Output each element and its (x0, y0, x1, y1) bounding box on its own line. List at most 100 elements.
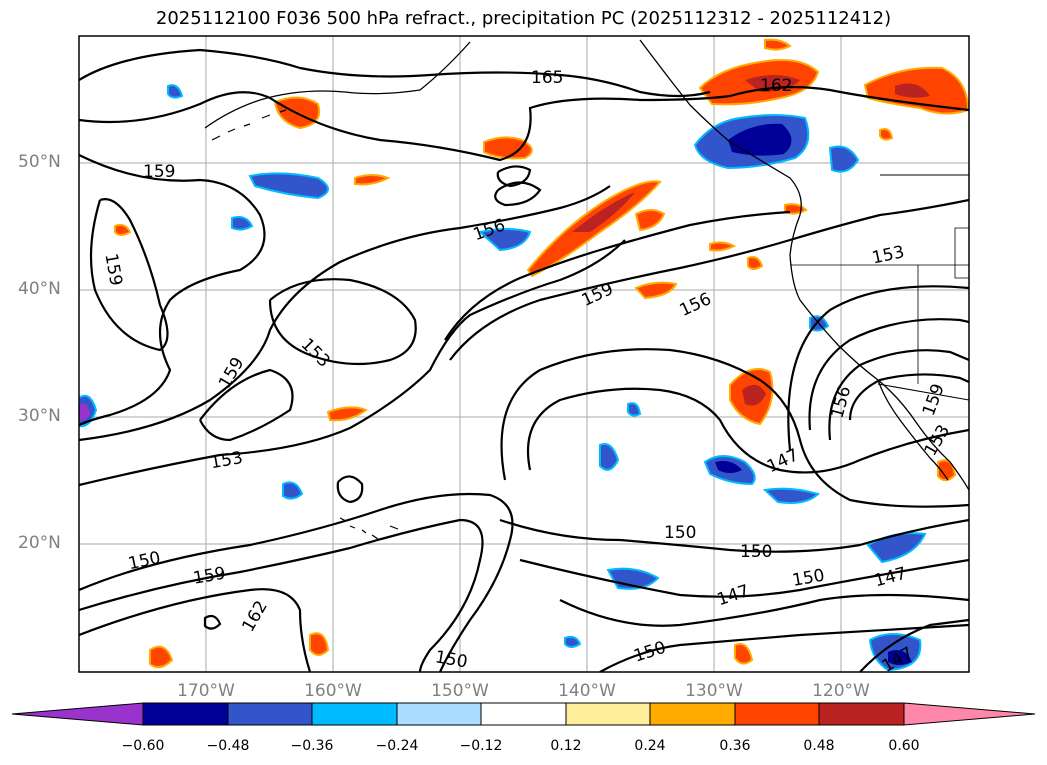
contour-159 (79, 154, 266, 427)
lon-label: 160°W (304, 681, 362, 701)
precip-area-positive (742, 384, 766, 406)
coastlines (204, 39, 969, 540)
contour-162 (79, 85, 969, 162)
colorbar-tick-label: −0.24 (375, 738, 419, 754)
map-frame (78, 35, 970, 673)
contour-147-south (519, 558, 969, 598)
precip-positive-areas (114, 38, 969, 669)
precip-area-positive (709, 241, 737, 252)
lon-label: 120°W (812, 681, 870, 701)
contour-low-ring3 (848, 373, 969, 421)
precip-area-negative (564, 635, 582, 648)
colorbar-segment (396, 702, 482, 726)
contour-label: 150 (740, 542, 772, 562)
precip-area-positive (895, 83, 930, 98)
precip-area-negative (627, 402, 642, 417)
contour-162-southwest (79, 588, 312, 672)
colorbar-tick-label: 0.12 (550, 738, 582, 754)
precip-area-negative (715, 461, 742, 473)
contour-150-southwest (79, 492, 514, 672)
lat-label: 30°N (18, 406, 61, 426)
precip-area-positive (572, 192, 635, 232)
contour-150-south (499, 518, 969, 553)
aleutian-islands (211, 109, 287, 141)
contour-165 (79, 48, 711, 98)
baja-california (877, 379, 949, 481)
contour-label: 150 (664, 523, 696, 543)
contour-label: 165 (531, 68, 563, 88)
contour-small-loop-north (496, 165, 532, 188)
colorbar-tick-label: −0.60 (121, 738, 165, 754)
precip-area-positive (879, 128, 894, 141)
contour-159-mid (444, 210, 791, 341)
colorbar-extend-min (11, 702, 144, 726)
coastline-alaska (204, 41, 471, 129)
refractivity-contours (79, 48, 969, 672)
colorbar-tick-label: 0.36 (719, 738, 751, 754)
precip-area-positive (764, 38, 792, 51)
lat-label: 40°N (18, 279, 61, 299)
precip-area-negative (248, 172, 329, 200)
precip-area-positive (309, 632, 330, 656)
colorbar-tick-label: 0.24 (634, 738, 666, 754)
lon-label: 140°W (558, 681, 616, 701)
precip-area-positive (634, 209, 666, 232)
contour-156 (79, 185, 611, 442)
precip-area-positive (747, 256, 764, 270)
lon-label: 150°W (431, 681, 489, 701)
colorbar (11, 702, 1036, 726)
colorbar-segment (311, 702, 398, 726)
colorbar-segment (142, 702, 229, 726)
map-title: 2025112100 F036 500 hPa refract., precip… (155, 8, 892, 29)
border-us-mexico (877, 383, 969, 401)
contour-label: 162 (760, 76, 792, 96)
precip-area-positive (326, 406, 369, 422)
border-states (790, 227, 969, 384)
colorbar-extend-max (903, 702, 1036, 726)
contour-low-ring1 (808, 318, 969, 431)
precip-area-positive (354, 174, 391, 186)
contour-small-loop-south (203, 614, 222, 630)
colorbar-segment (480, 702, 567, 726)
contour-153-loop (268, 278, 417, 366)
lon-label: 130°W (685, 681, 743, 701)
contour-159-south (199, 368, 294, 442)
colorbar-segment (818, 702, 905, 726)
colorbar-segment (227, 702, 313, 726)
precip-area-positive (114, 223, 132, 236)
precip-area-negative (828, 145, 860, 173)
coastline-pacific-northwest (789, 214, 969, 491)
contour-150 (500, 348, 969, 508)
colorbar-tick-label: 0.60 (888, 738, 920, 754)
precip-area-negative (79, 403, 90, 421)
contour-low-ring4 (787, 285, 969, 451)
precip-area-negative (477, 228, 532, 252)
precip-area-negative (282, 481, 304, 500)
precip-area-negative (599, 443, 620, 471)
colorbar-tick-label: −0.12 (459, 738, 503, 754)
colorbar-tick-label: −0.48 (206, 738, 250, 754)
contour-147 (526, 387, 969, 474)
colorbar-segment (565, 702, 651, 726)
colorbar-segment (734, 702, 820, 726)
colorbar-tick-label: 0.48 (803, 738, 835, 754)
colorbar-tick-label: −0.36 (290, 738, 334, 754)
precip-area-negative (231, 216, 254, 231)
contour-label: 150 (434, 647, 469, 672)
lat-label: 20°N (18, 533, 61, 553)
contour-150-south-bottom (599, 623, 969, 672)
coastline-alaska-panhandle (639, 39, 802, 216)
contour-159b (89, 198, 169, 352)
precip-area-negative (167, 84, 184, 99)
precip-area-positive (937, 459, 957, 482)
precip-area-negative (888, 649, 912, 665)
contour-153 (79, 239, 626, 487)
contour-small-loop-hawaii (336, 475, 364, 504)
hawaii-islands (339, 517, 399, 540)
colorbar-segment (649, 702, 736, 726)
contour-147-southeast (859, 618, 969, 672)
contour-label: 159 (143, 162, 175, 182)
precip-area-negative (762, 487, 820, 504)
precip-area-negative (728, 123, 792, 156)
